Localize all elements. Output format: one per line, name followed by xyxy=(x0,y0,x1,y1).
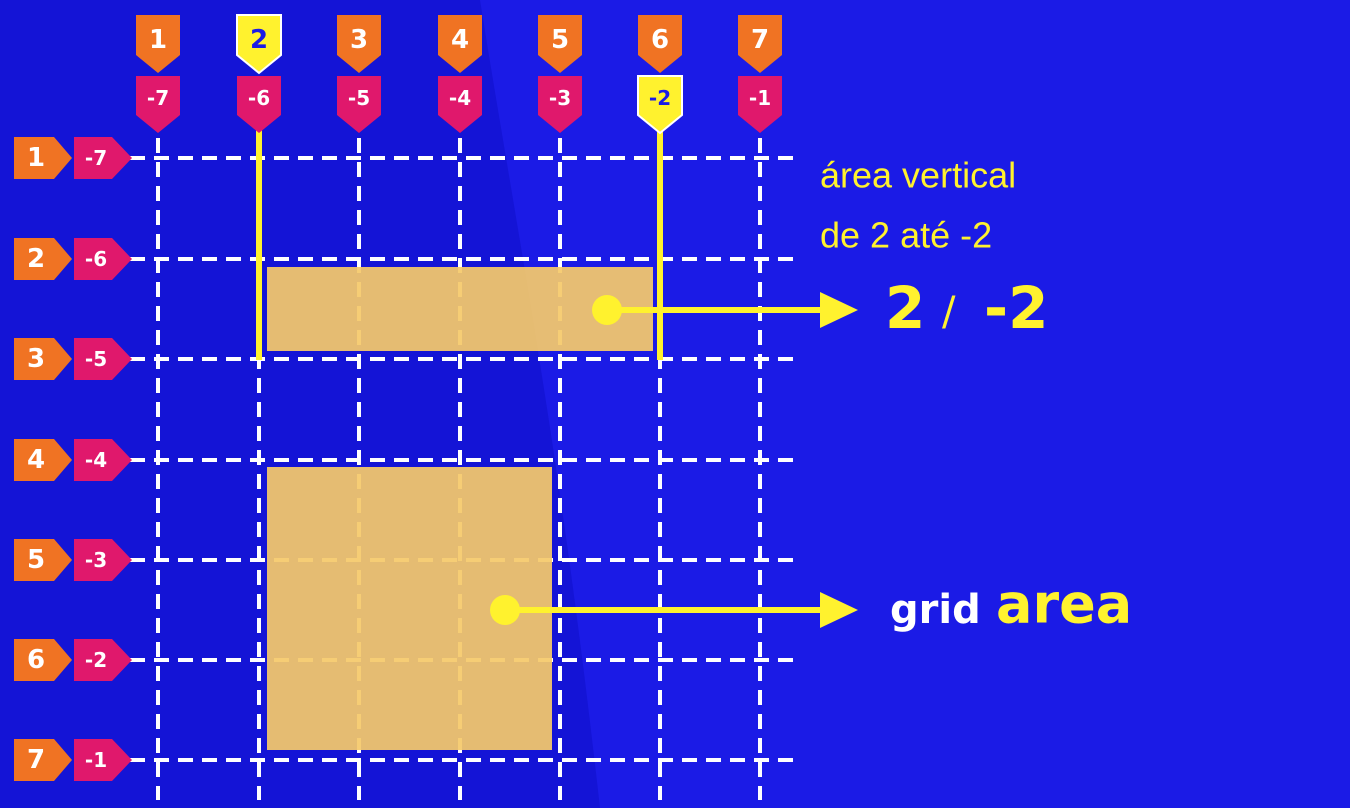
span-slash: / xyxy=(942,289,956,335)
row-label-negative: -6 xyxy=(85,247,107,271)
row-marker-positive xyxy=(14,238,72,280)
column-label-negative: -5 xyxy=(348,86,370,110)
column-label-negative: -3 xyxy=(549,86,571,110)
column-marker-negative xyxy=(637,75,683,135)
row-marker-negative xyxy=(74,539,132,581)
area-pointer-arrowhead xyxy=(820,592,858,628)
row-marker-positive xyxy=(14,137,72,179)
column-marker-positive xyxy=(337,15,381,73)
column-label-positive: 4 xyxy=(451,25,469,55)
column-label-negative: -1 xyxy=(749,86,771,110)
row-label-positive: 1 xyxy=(27,143,45,173)
row-marker-positive xyxy=(14,639,72,681)
column-marker-negative xyxy=(337,76,381,133)
column-label-positive: 3 xyxy=(350,25,368,55)
column-marker-positive xyxy=(638,15,682,73)
row-label-positive: 6 xyxy=(27,645,45,675)
row-label-negative: -1 xyxy=(85,748,107,772)
column-label-positive: 7 xyxy=(751,25,769,55)
row-label-negative: -7 xyxy=(85,146,107,170)
grid-word: grid xyxy=(890,587,981,633)
column-marker-negative xyxy=(538,76,582,133)
row-label-negative: -3 xyxy=(85,548,107,572)
horizontal-span-area xyxy=(267,267,653,351)
column-label-positive: 6 xyxy=(651,25,669,55)
row-marker-positive xyxy=(14,739,72,781)
row-marker-negative xyxy=(74,338,132,380)
row-label-positive: 4 xyxy=(27,445,45,475)
row-marker-positive xyxy=(14,439,72,481)
column-label-negative: -7 xyxy=(147,86,169,110)
row-marker-negative xyxy=(74,739,132,781)
row-marker-positive xyxy=(14,539,72,581)
row-label-positive: 3 xyxy=(27,344,45,374)
column-label-negative: -6 xyxy=(248,86,270,110)
row-marker-negative xyxy=(74,238,132,280)
row-marker-positive xyxy=(14,338,72,380)
row-label-negative: -2 xyxy=(85,648,107,672)
column-marker-positive xyxy=(538,15,582,73)
span-start-value: 2 xyxy=(885,274,925,342)
vertical-area-caption-line2: de 2 até -2 xyxy=(820,215,992,256)
column-label-positive: 2 xyxy=(250,25,268,55)
row-labels: 1 -7 2 -6 3 -5 4 -4 5 -3 6 -2 7 -1 xyxy=(14,137,132,781)
row-label-positive: 7 xyxy=(27,745,45,775)
column-label-negative: -2 xyxy=(649,86,671,110)
row-label-negative: -4 xyxy=(85,448,107,472)
column-marker-negative xyxy=(438,76,482,133)
column-marker-positive xyxy=(738,15,782,73)
span-pointer-arrowhead xyxy=(820,292,858,328)
column-labels: 1 -7 2 -6 3 -5 4 -4 5 -3 6 -2 7 -1 xyxy=(136,14,782,135)
column-marker-negative xyxy=(237,76,281,133)
row-marker-negative xyxy=(74,137,132,179)
row-marker-negative xyxy=(74,639,132,681)
area-word: area xyxy=(996,573,1132,636)
vertical-area-caption-line1: área vertical xyxy=(820,155,1016,196)
column-marker-negative xyxy=(136,76,180,133)
row-label-positive: 2 xyxy=(27,244,45,274)
column-label-negative: -4 xyxy=(449,86,471,110)
row-label-positive: 5 xyxy=(27,545,45,575)
column-marker-negative xyxy=(738,76,782,133)
column-marker-positive xyxy=(136,15,180,73)
column-label-positive: 5 xyxy=(551,25,569,55)
column-label-positive: 1 xyxy=(149,25,167,55)
column-marker-positive xyxy=(236,14,282,75)
row-marker-negative xyxy=(74,439,132,481)
row-label-negative: -5 xyxy=(85,347,107,371)
column-marker-positive xyxy=(438,15,482,73)
span-end-value: -2 xyxy=(984,274,1048,342)
